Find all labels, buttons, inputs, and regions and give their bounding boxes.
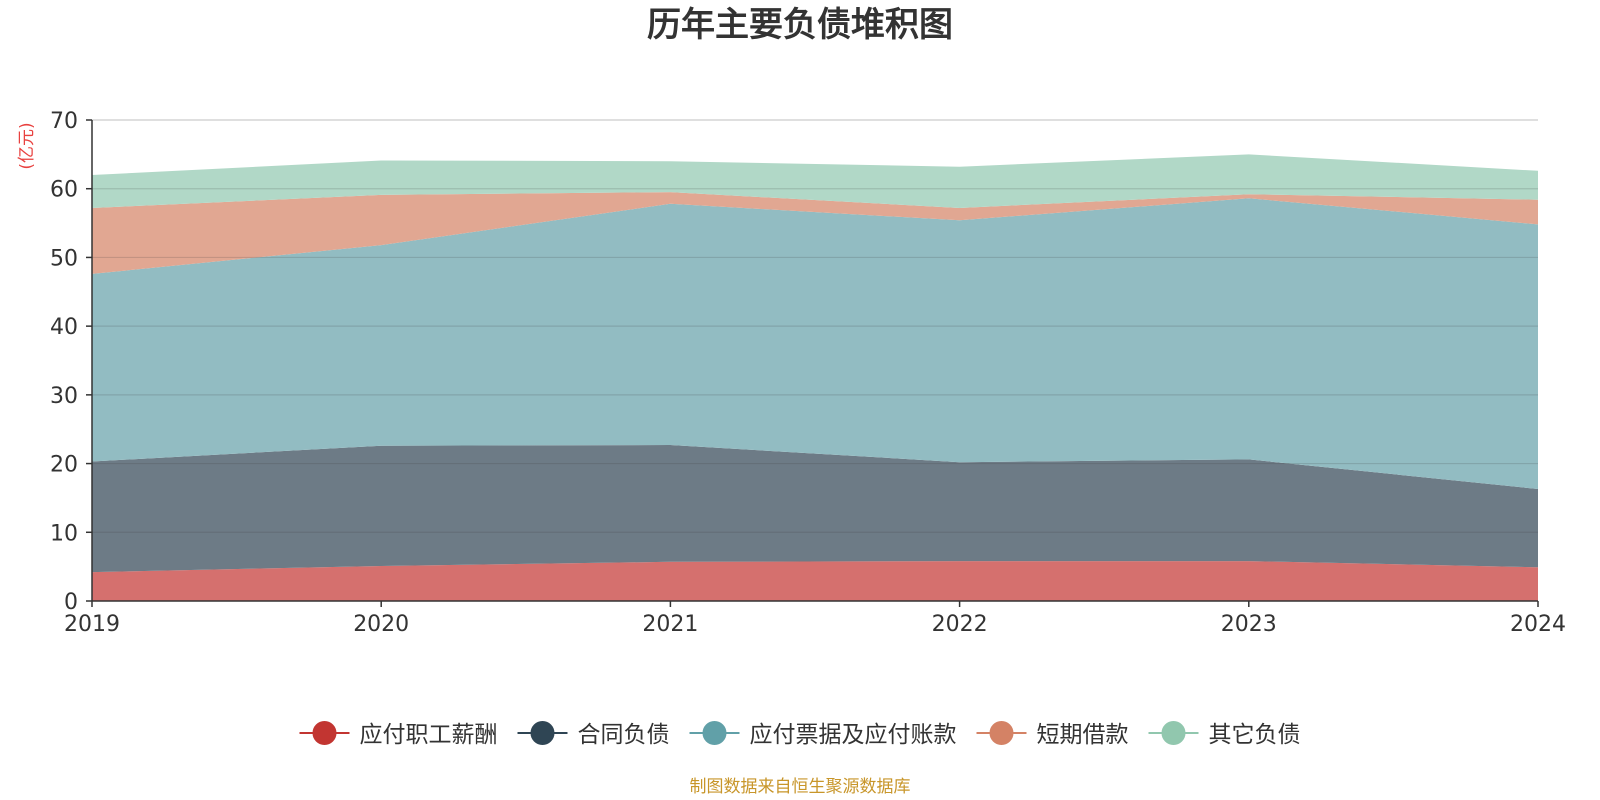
x-tick-label: 2024 — [1510, 612, 1566, 637]
x-tick-label: 2020 — [353, 612, 409, 637]
area-series — [92, 154, 1538, 601]
legend-label: 应付票据及应付账款 — [750, 722, 957, 748]
legend-item-3[interactable]: 应付票据及应付账款 — [689, 721, 957, 748]
legend[interactable]: 应付职工薪酬 合同负债 应付票据及应付账款 短期借款 其它负债 — [299, 721, 1301, 748]
legend-marker — [702, 721, 727, 745]
y-tick-label: 30 — [50, 384, 78, 409]
chart-title: 历年主要负债堆积图 — [647, 5, 953, 45]
y-axis-unit-label: (亿元) — [17, 122, 37, 169]
legend-label: 短期借款 — [1037, 722, 1129, 748]
y-tick-label: 10 — [50, 521, 78, 546]
y-tick-label: 40 — [50, 315, 78, 340]
x-tick-label: 2021 — [642, 612, 698, 637]
legend-marker — [989, 721, 1014, 745]
legend-marker — [530, 721, 555, 745]
x-tick-label: 2019 — [64, 612, 120, 637]
y-tick-label: 50 — [50, 246, 78, 271]
y-tick-label: 60 — [50, 178, 78, 203]
legend-item-2[interactable]: 合同负债 — [517, 721, 670, 748]
y-tick-label: 0 — [64, 590, 78, 615]
x-tick-label: 2023 — [1221, 612, 1277, 637]
area-series-2 — [92, 445, 1538, 573]
area-series-1 — [92, 561, 1538, 601]
axes: 0 10 20 30 40 50 60 70 2019 2020 2021 2022 2023 2024 — [50, 109, 1566, 637]
legend-label: 其它负债 — [1209, 722, 1301, 748]
legend-marker — [1161, 721, 1186, 745]
legend-item-5[interactable]: 其它负债 — [1148, 721, 1301, 748]
source-note: 制图数据来自恒生聚源数据库 — [690, 777, 911, 797]
area-series-4 — [92, 192, 1538, 274]
y-tick-label: 20 — [50, 453, 78, 478]
y-tick-label: 70 — [50, 109, 78, 134]
x-tick-label: 2022 — [932, 612, 988, 637]
legend-item-4[interactable]: 短期借款 — [976, 721, 1129, 748]
legend-label: 应付职工薪酬 — [360, 722, 498, 748]
area-series-5 — [92, 154, 1538, 208]
legend-marker — [312, 721, 337, 745]
area-series-3 — [92, 198, 1538, 490]
legend-label: 合同负债 — [578, 722, 670, 748]
legend-item-1[interactable]: 应付职工薪酬 — [299, 721, 498, 748]
